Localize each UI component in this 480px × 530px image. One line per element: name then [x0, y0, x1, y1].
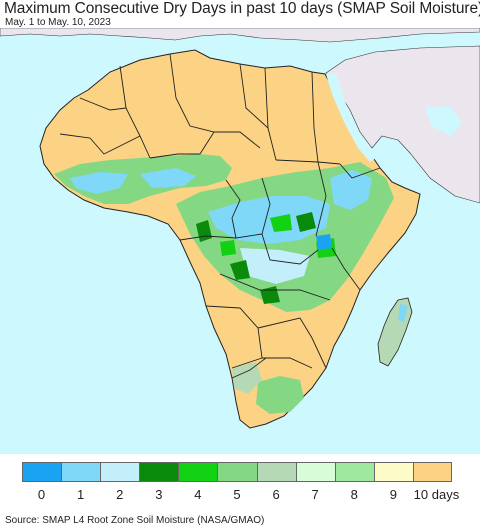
legend-label-5: 5 [233, 487, 241, 502]
legend-swatch-10 [412, 462, 453, 482]
legend: 0 1 2 3 4 5 6 7 8 9 10 days [0, 462, 480, 506]
legend-swatch-3 [139, 462, 179, 482]
arabia-landmass [325, 45, 480, 204]
congo-blue-patch [208, 196, 330, 244]
country-borders [59, 53, 381, 379]
source-note: Source: SMAP L4 Root Zone Soil Moisture … [5, 515, 265, 526]
legend-swatch-8 [334, 462, 375, 482]
map-title: Maximum Consecutive Dry Days in past 10 … [4, 0, 480, 17]
legend-label-1: 1 [77, 487, 85, 502]
europe-landmass [0, 28, 480, 43]
legend-swatch-2 [100, 462, 140, 482]
legend-swatch-9 [373, 462, 414, 482]
legend-label-6: 6 [272, 487, 280, 502]
central-green-patches [220, 214, 336, 258]
legend-swatch-6 [256, 462, 297, 482]
south-africa-green [256, 376, 304, 414]
legend-swatch-4 [178, 462, 218, 482]
east-africa-wet [330, 170, 372, 210]
africa-map [0, 28, 480, 454]
date-range: May. 1 to May. 10, 2023 [5, 17, 111, 28]
legend-label-7: 7 [311, 487, 319, 502]
legend-label-8: 8 [350, 487, 358, 502]
legend-swatch-0 [22, 462, 62, 482]
congo-light-blue [240, 248, 310, 284]
madagascar-wet [398, 304, 408, 322]
legend-label-10: 10 days [413, 487, 460, 502]
legend-swatch-1 [61, 462, 101, 482]
legend-label-9: 9 [389, 487, 397, 502]
central-dark-green [196, 212, 316, 304]
lake-victoria [316, 234, 332, 250]
legend-label-4: 4 [194, 487, 202, 502]
south-africa-light-green [232, 362, 262, 394]
legend-swatch-5 [217, 462, 258, 482]
legend-label-0: 0 [37, 487, 46, 502]
legend-label-3: 3 [155, 487, 163, 502]
red-sea [326, 74, 376, 162]
legend-swatch-7 [295, 462, 336, 482]
persian-gulf [425, 106, 462, 136]
west-africa-blue-patches [70, 168, 196, 194]
legend-label-2: 2 [116, 487, 124, 502]
